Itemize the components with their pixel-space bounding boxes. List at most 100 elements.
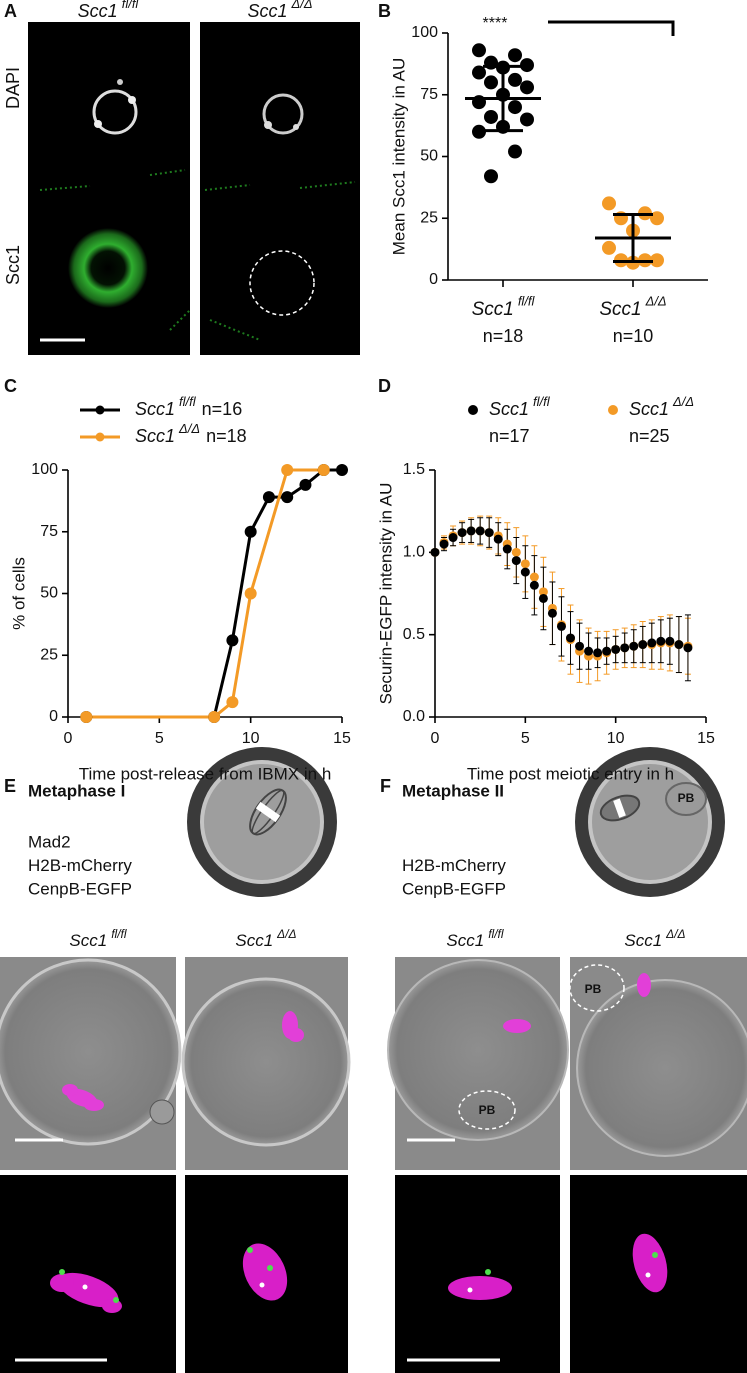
- gene-name: Scc1: [78, 1, 118, 21]
- data-dot: [629, 641, 639, 651]
- data-dot: [475, 526, 485, 536]
- gene-name: Scc1: [629, 399, 669, 419]
- chromosomes: [637, 973, 651, 997]
- series-line: [86, 468, 342, 719]
- panel-letter: B: [378, 1, 391, 21]
- y-tick-label: 75: [420, 86, 438, 103]
- micrograph-f: [387, 957, 747, 1373]
- diagram-metaphase-i: [187, 747, 337, 897]
- data-dot: [656, 636, 666, 646]
- chromosomes-zoom: [448, 1276, 512, 1300]
- data-dot: [484, 169, 498, 184]
- image-bg: [200, 22, 360, 355]
- data-dot: [508, 144, 522, 159]
- chromosome: [288, 1028, 304, 1042]
- genotype-label: Scc1 fl/fl: [446, 927, 503, 950]
- data-dot: [520, 567, 530, 577]
- data-dot: [502, 544, 512, 554]
- data-dot: [547, 608, 557, 618]
- oocyte: [576, 979, 747, 1157]
- x-tick-label: 0: [64, 730, 73, 747]
- y-tick-label: 50: [40, 585, 58, 602]
- data-dot: [299, 478, 312, 491]
- kinetochore: [645, 1272, 651, 1278]
- oocyte: [387, 959, 569, 1141]
- data-dot: [566, 633, 575, 643]
- data-dot: [448, 533, 458, 543]
- micrograph-e: [0, 957, 351, 1373]
- chromatin: [128, 96, 136, 104]
- data-dot: [281, 491, 294, 504]
- stain-label: H2B-mCherry: [402, 856, 506, 875]
- chromosomes-zoom: [50, 1269, 122, 1313]
- nucleus-outline: [249, 250, 315, 316]
- chromosomes: [503, 1019, 531, 1033]
- data-dot: [430, 547, 440, 557]
- chromosomes: [282, 1011, 304, 1042]
- data-dot: [650, 253, 664, 268]
- allele-superscript: fl/fl: [488, 927, 504, 941]
- panel-title: Metaphase I: [28, 781, 125, 800]
- data-dot: [511, 547, 521, 557]
- genotype-label: Scc1 fl/fl: [472, 294, 536, 320]
- allele-superscript: fl/fl: [122, 0, 140, 11]
- stain-label: CenpB-EGFP: [402, 879, 506, 898]
- chromatin: [264, 121, 272, 129]
- image-bg: [395, 1175, 560, 1373]
- x-axis-label: Time post-release from IBMX in h: [79, 764, 332, 783]
- genotype-label: Scc1 Δ/Δ: [599, 294, 666, 320]
- y-axis-label: Securin-EGFP intensity in AU: [376, 483, 395, 705]
- y-tick-label: 100: [31, 461, 58, 478]
- panel-letter: C: [4, 376, 17, 396]
- x-tick-label: 15: [697, 730, 715, 747]
- allele-superscript: Δ/Δ: [290, 0, 312, 11]
- significance-bracket: [548, 20, 675, 36]
- allele-superscript: fl/fl: [179, 394, 197, 409]
- x-tick-label: 10: [242, 730, 260, 747]
- chromosomes-zoom: [632, 1233, 668, 1293]
- pb-outline: [458, 1090, 516, 1130]
- n-label: n=25: [629, 426, 670, 446]
- data-dot: [472, 65, 486, 80]
- genotype-label: Scc1 Δ/Δ: [629, 394, 694, 419]
- oocyte: [181, 977, 351, 1147]
- data-dot: [611, 644, 621, 654]
- n-label: n=17: [489, 426, 530, 446]
- allele-superscript: fl/fl: [111, 927, 127, 941]
- data-dot: [493, 534, 503, 544]
- data-dot: [529, 580, 539, 590]
- gene-name: Scc1: [235, 931, 273, 950]
- data-dot: [472, 124, 486, 139]
- stain-label: Mad2: [28, 832, 71, 851]
- gene-name: Scc1: [135, 426, 175, 446]
- data-dot: [508, 48, 522, 63]
- allele-superscript: fl/fl: [533, 394, 551, 409]
- x-tick-label: 0: [431, 730, 440, 747]
- data-dot: [208, 711, 221, 723]
- micrograph-a: [28, 22, 360, 355]
- allele-superscript: Δ/Δ: [645, 294, 667, 309]
- chromosome: [242, 1243, 288, 1301]
- genotype-label: Scc1 Δ/Δ: [235, 927, 296, 950]
- data-dot: [602, 196, 616, 211]
- genotype-label: Scc1 fl/fl: [489, 394, 551, 419]
- panel-letter: E: [4, 776, 16, 796]
- data-dot: [472, 43, 486, 58]
- chromosome: [50, 1274, 74, 1292]
- data-dot: [520, 112, 534, 127]
- legend-dot: [95, 405, 105, 415]
- chromosome: [62, 1084, 78, 1096]
- data-dot: [538, 587, 548, 597]
- kinetochore: [113, 1297, 119, 1303]
- y-axis-label: Mean Scc1 intensity in AU: [389, 58, 408, 255]
- kinetochore: [467, 1287, 473, 1293]
- data-dot: [244, 587, 257, 600]
- chromosomes: [613, 798, 626, 818]
- gene-name: Scc1: [135, 399, 175, 419]
- data-dot: [520, 80, 534, 95]
- y-tick-label: 0: [49, 708, 58, 725]
- data-dot: [457, 528, 467, 538]
- panel-letter: D: [378, 376, 391, 396]
- data-dot: [281, 464, 294, 476]
